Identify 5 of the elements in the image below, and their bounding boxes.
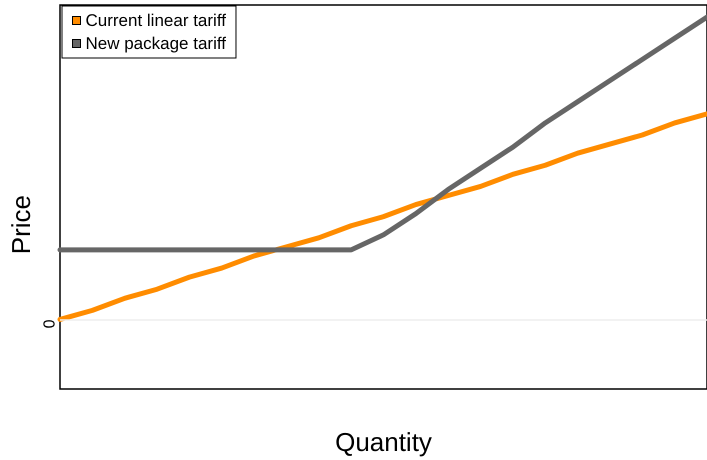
y-axis-title: Price <box>6 194 36 254</box>
legend-label: New package tariff <box>86 34 226 53</box>
x-axis-title: Quantity <box>335 427 432 457</box>
ref-line-label: 0 <box>42 319 58 328</box>
legend-label: Current linear tariff <box>86 11 226 30</box>
